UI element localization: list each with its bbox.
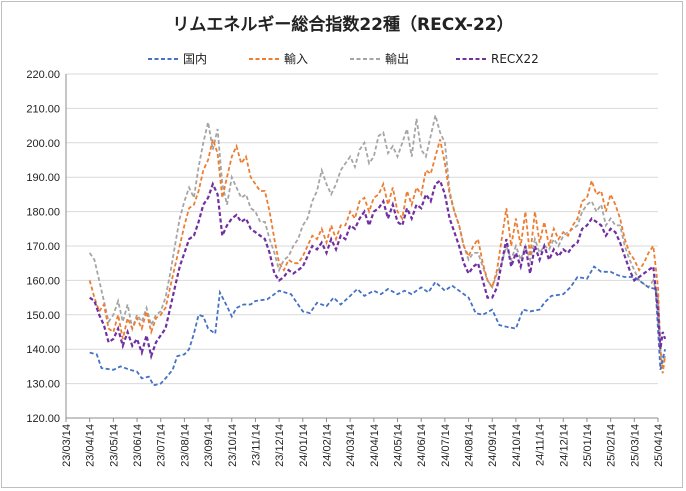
x-tick-label: 23/06/14 (132, 424, 144, 467)
x-tick-label: 25/02/14 (606, 424, 618, 467)
y-tick-label: 180.00 (26, 207, 60, 219)
y-tick-label: 190.00 (26, 172, 60, 184)
x-tick-label: 25/04/14 (653, 424, 665, 467)
series-line-1 (88, 136, 666, 374)
y-tick-label: 140.00 (26, 344, 60, 356)
grid (66, 73, 658, 385)
x-tick-label: 24/11/14 (535, 424, 547, 466)
y-tick-label: 150.00 (26, 310, 60, 322)
x-tick-label: 24/05/14 (393, 424, 405, 467)
x-axis-ticks: 23/03/14 23/04/14 23/05/14 23/06/14 23/07/14… (61, 418, 665, 467)
x-tick-label: 25/03/14 (629, 424, 641, 467)
legend-label-2: 輸出 (385, 51, 409, 66)
x-tick-label: 23/12/14 (274, 424, 286, 467)
y-tick-label: 170.00 (26, 241, 60, 253)
series-lines (88, 115, 667, 387)
x-tick-label: 24/04/14 (369, 424, 381, 467)
legend-label-3: RECX22 (491, 52, 539, 66)
x-tick-label: 24/12/14 (558, 424, 570, 467)
x-tick-label: 25/01/14 (582, 424, 594, 467)
x-tick-label: 24/03/14 (345, 424, 357, 467)
legend: 国内 輸入 輸出 RECX22 (148, 51, 539, 66)
y-tick-label: 220.00 (26, 69, 60, 81)
chart-title: リムエネルギー総合指数22種（RECX-22） (172, 14, 513, 35)
x-tick-label: 24/07/14 (440, 424, 452, 467)
x-tick-label: 23/10/14 (227, 424, 239, 467)
y-tick-label: 120.00 (26, 413, 60, 425)
series-line-3 (89, 178, 667, 361)
x-tick-label: 23/08/14 (179, 424, 191, 467)
x-tick-label: 23/07/14 (156, 424, 168, 467)
x-tick-label: 24/01/14 (298, 424, 310, 467)
series-line-0 (89, 265, 666, 387)
x-tick-label: 23/03/14 (61, 424, 73, 467)
y-axis-ticks: 120.00 130.00 140.00 150.00 160.00 170.00 180.… (26, 69, 60, 425)
x-tick-label: 24/08/14 (464, 424, 476, 467)
x-tick-label: 24/10/14 (511, 424, 523, 467)
x-tick-label: 23/05/14 (108, 424, 120, 467)
y-tick-label: 210.00 (26, 103, 60, 115)
x-tick-label: 23/04/14 (85, 424, 97, 467)
legend-label-0: 国内 (183, 52, 207, 66)
series-line-2 (88, 115, 666, 364)
x-tick-label: 24/02/14 (321, 424, 333, 467)
x-tick-label: 24/06/14 (416, 424, 428, 467)
y-tick-label: 130.00 (26, 379, 60, 391)
x-tick-label: 24/09/14 (487, 424, 499, 467)
y-tick-label: 200.00 (26, 138, 60, 150)
x-tick-label: 23/09/14 (203, 424, 215, 467)
y-tick-label: 160.00 (26, 275, 60, 287)
legend-label-1: 輸入 (284, 51, 308, 66)
x-tick-label: 23/11/14 (250, 424, 262, 466)
